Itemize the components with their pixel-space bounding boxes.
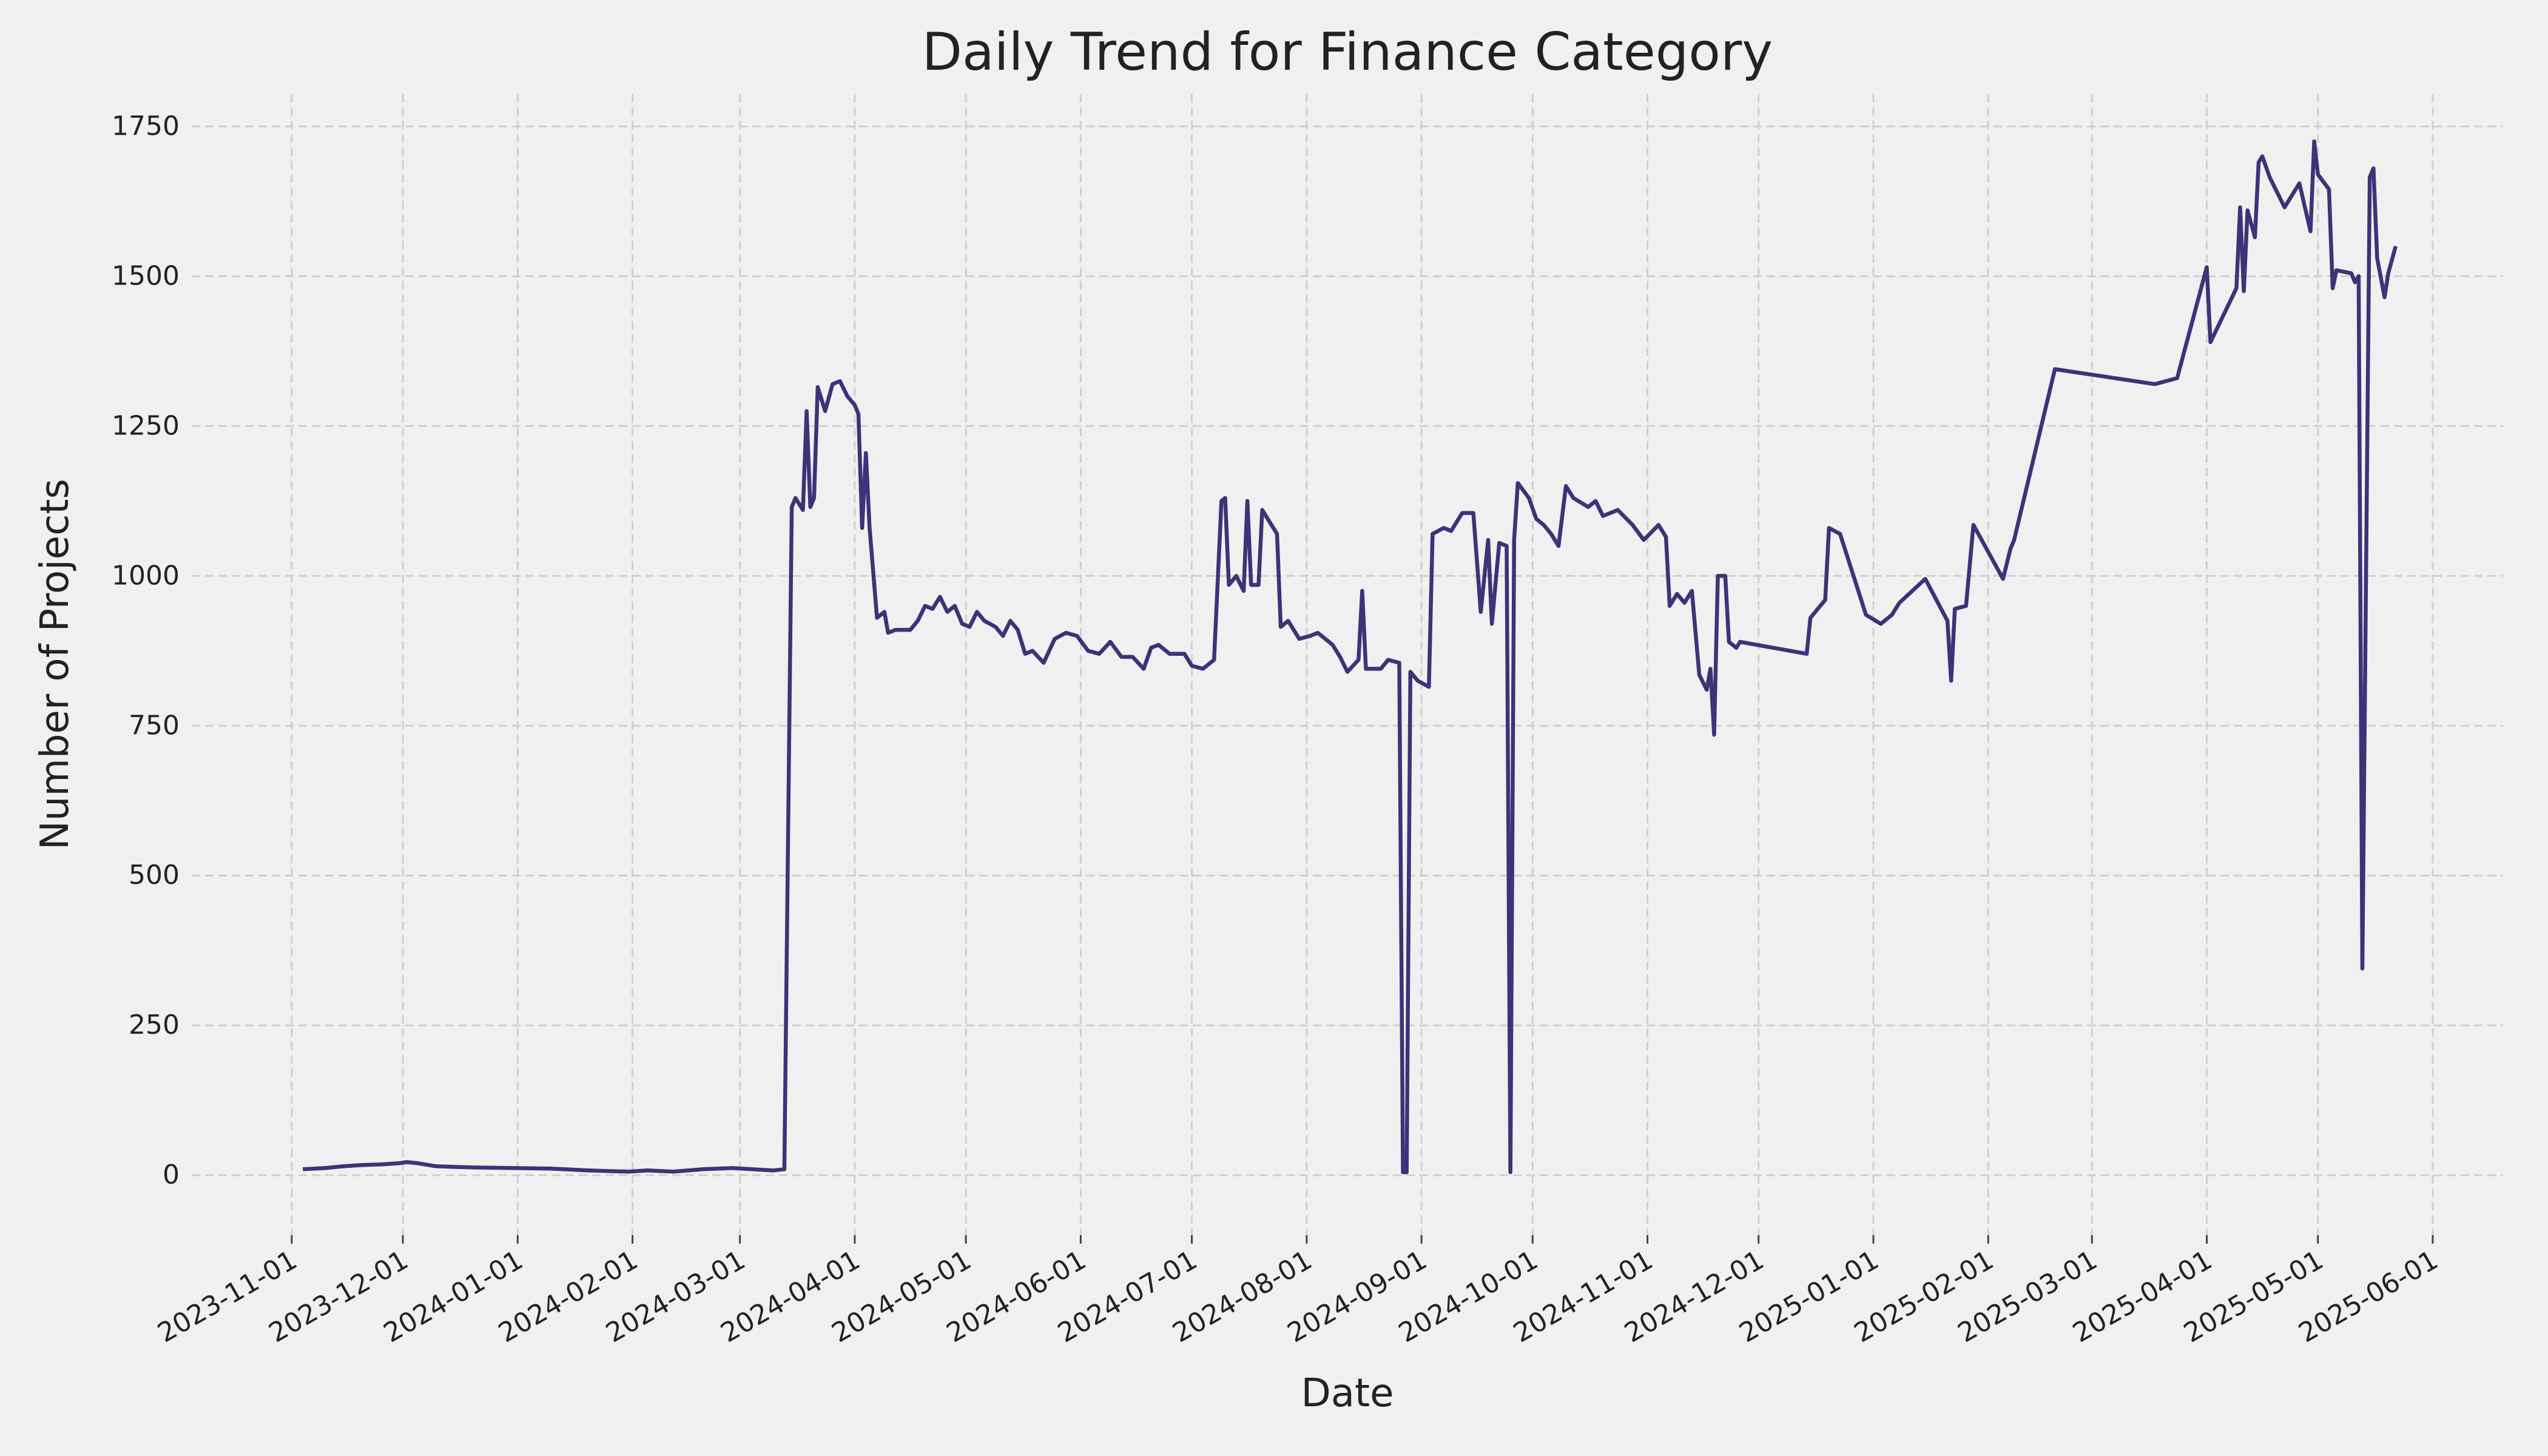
y-tick-label: 0 — [163, 1159, 180, 1190]
y-tick-label: 250 — [129, 1009, 180, 1040]
y-axis-label: Number of Projects — [33, 479, 78, 850]
y-tick-label: 1000 — [112, 560, 180, 591]
y-tick-label: 1500 — [112, 260, 180, 291]
y-tick-label: 750 — [129, 710, 180, 741]
y-tick-label: 500 — [129, 860, 180, 891]
y-tick-label: 1250 — [112, 410, 180, 441]
data-line — [303, 139, 2398, 1175]
x-axis-label: Date — [1301, 1371, 1394, 1416]
chart-title: Daily Trend for Finance Category — [922, 22, 1773, 83]
y-tick-label: 1750 — [112, 110, 180, 141]
